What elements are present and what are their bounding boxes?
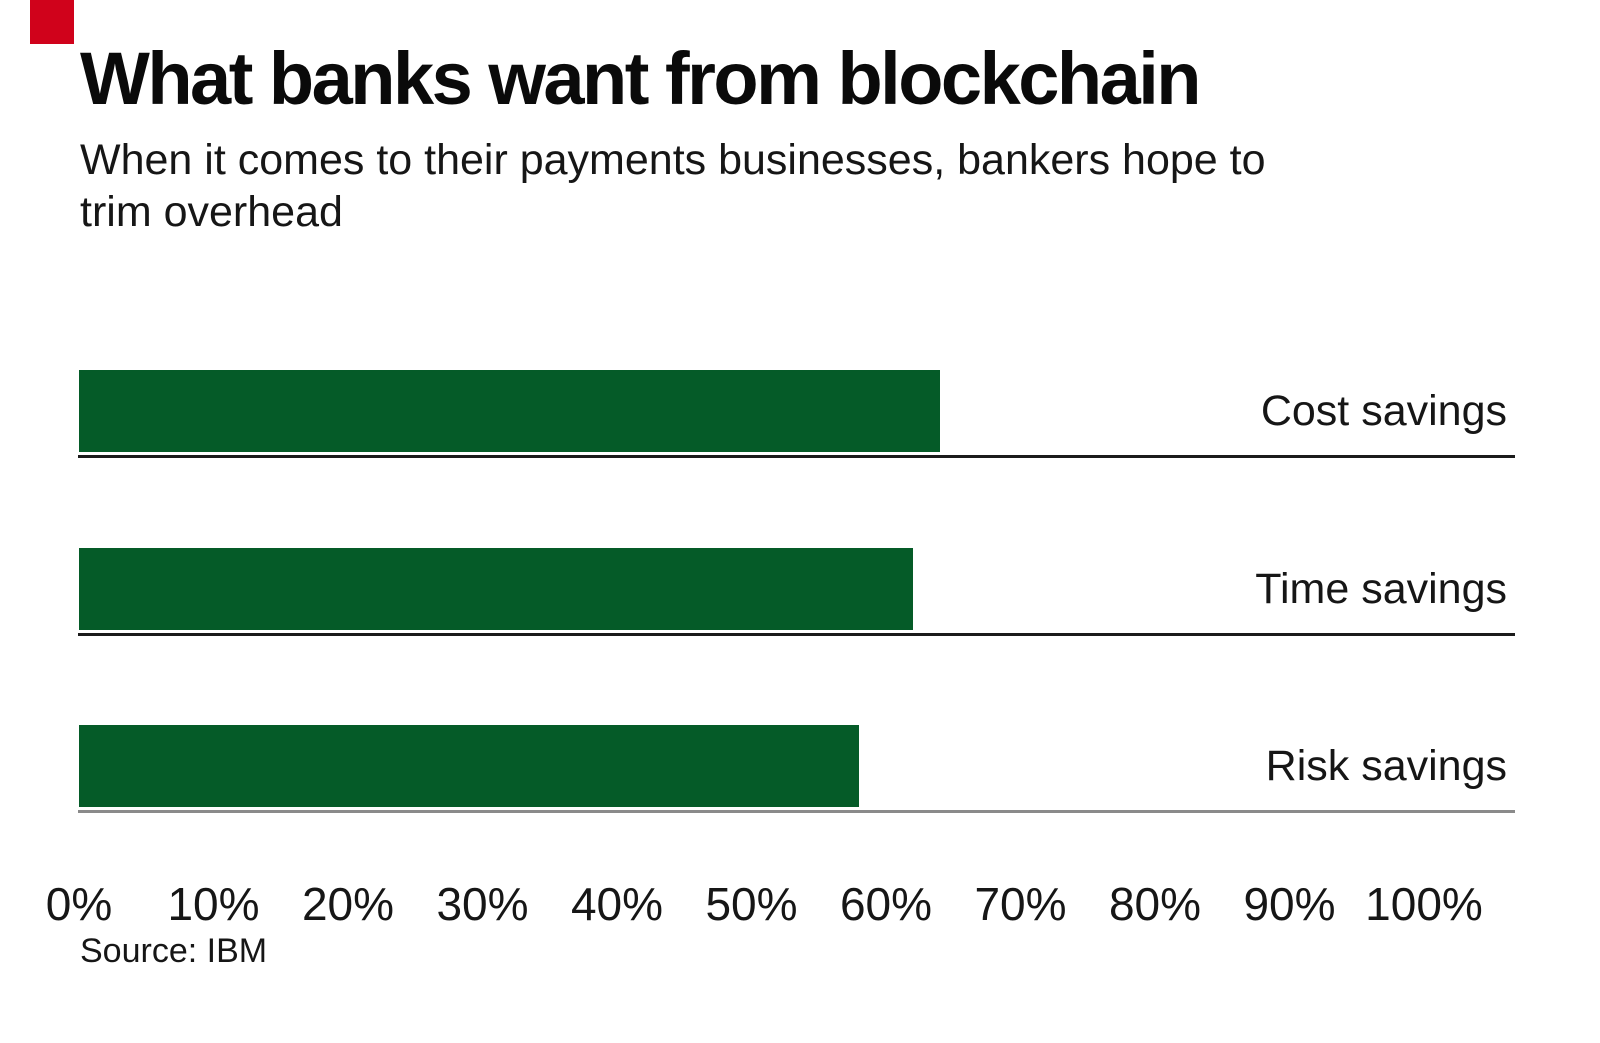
bar-label-cost-savings: Cost savings — [1260, 387, 1507, 435]
chart-subtitle-line2: trim overhead — [80, 188, 343, 237]
x-axis-tick-0pct: 0% — [45, 878, 113, 930]
bar-label-time-savings: Time savings — [1255, 564, 1507, 613]
brand-mark-square — [30, 0, 74, 44]
bar-cost-savings — [79, 370, 940, 452]
x-axis-tick-90pct: 90% — [1243, 878, 1336, 930]
row-divider — [78, 632, 1515, 636]
x-axis-tick-100pct: 100% — [1365, 878, 1483, 930]
x-axis-tick-10pct: 10% — [167, 878, 260, 930]
x-axis-tick-70pct: 70% — [974, 878, 1067, 930]
chart-subtitle-line1: When it comes to their payments business… — [80, 136, 1266, 184]
bar-risk-savings — [79, 725, 860, 807]
bar-label-risk-savings: Risk savings — [1265, 742, 1507, 790]
x-axis-tick-80pct: 80% — [1108, 878, 1202, 930]
source-note: Source: IBM — [80, 932, 268, 970]
x-axis-tick-30pct: 30% — [436, 878, 529, 930]
x-axis-tick-20pct: 20% — [301, 878, 395, 930]
chart-subtitle: When it comes to their payments business… — [80, 134, 1266, 239]
chart-title: What banks want from blockchain — [80, 37, 1202, 120]
x-axis-tick-50pct: 50% — [705, 878, 798, 930]
x-axis-tick-40pct: 40% — [570, 878, 664, 930]
row-divider — [78, 455, 1515, 458]
x-axis-tick-60pct: 60% — [839, 878, 933, 930]
bar-time-savings — [79, 547, 913, 630]
axis-baseline — [78, 810, 1515, 813]
